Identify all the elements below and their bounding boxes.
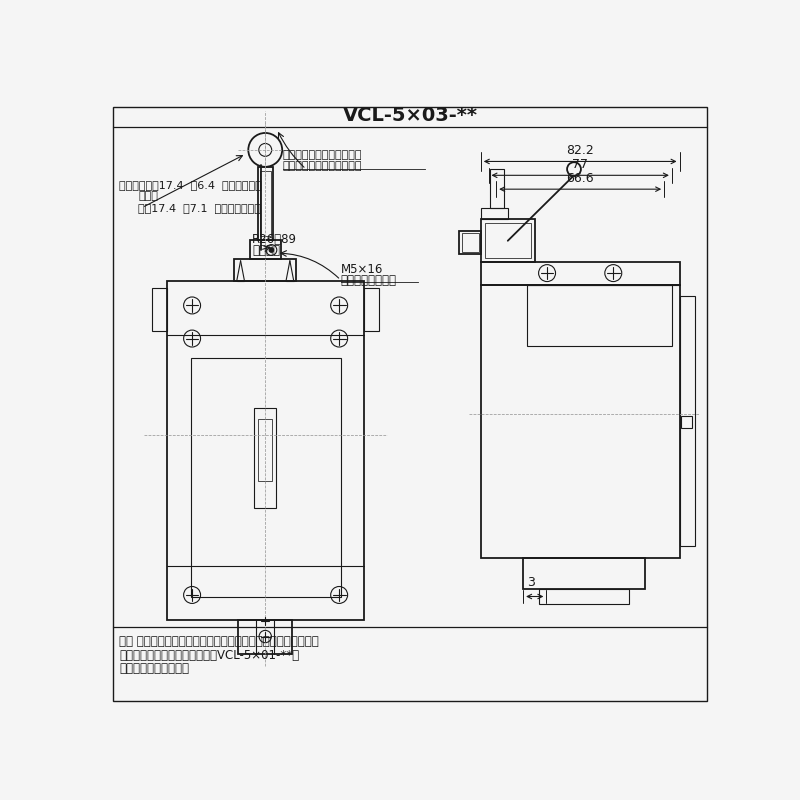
Bar	[260, 170, 270, 236]
Text: 注． 上図のローラは焼結ステンレスローラの形状を示します．: 注． 上図のローラは焼結ステンレスローラの形状を示します．	[119, 634, 318, 648]
Bar	[254, 408, 276, 508]
Bar	[490, 169, 504, 208]
Bar	[481, 262, 679, 285]
Bar	[459, 230, 481, 254]
Bar	[679, 296, 695, 546]
Bar	[462, 233, 478, 251]
Bar	[238, 619, 292, 654]
Text: 調整範囲: 調整範囲	[252, 243, 280, 257]
Text: 直彄17.4  帪7.1  焼結ステンレス: 直彄17.4 帪7.1 焼結ステンレス	[138, 202, 261, 213]
Text: 3: 3	[527, 576, 535, 589]
Bar	[538, 589, 630, 604]
Bar	[250, 240, 281, 259]
Bar	[485, 223, 531, 258]
Text: ナイロンローラの形状は左隣のVCL-5×01-**を: ナイロンローラの形状は左隣のVCL-5×01-**を	[119, 649, 299, 662]
Text: または: または	[138, 191, 158, 201]
Bar	[234, 259, 296, 281]
Bar	[258, 419, 272, 481]
Text: R26～89: R26～89	[252, 233, 297, 246]
Bar	[258, 167, 273, 240]
Text: M5×16: M5×16	[341, 262, 383, 276]
Text: 参考にしてください．: 参考にしてください．	[119, 662, 189, 675]
Bar	[167, 281, 364, 619]
Bar	[681, 415, 692, 428]
Bar	[481, 285, 679, 558]
Text: VCL-5×03-**: VCL-5×03-**	[342, 106, 478, 125]
Text: ローラ：直彄17.4  帪6.4  黒色ナイロン: ローラ：直彄17.4 帪6.4 黒色ナイロン	[119, 179, 262, 190]
Text: 取り付けることができます: 取り付けることができます	[283, 161, 362, 171]
Bar	[481, 219, 534, 262]
Text: ローラレバーは反対側にも: ローラレバーは反対側にも	[283, 150, 362, 160]
Bar	[190, 358, 341, 597]
Text: 66.6: 66.6	[566, 171, 594, 185]
Bar	[364, 289, 379, 331]
Bar	[481, 208, 508, 219]
Circle shape	[269, 248, 274, 252]
Bar	[523, 558, 645, 589]
Bar	[527, 285, 672, 346]
Text: 六角穴付きボルト: 六角穴付きボルト	[341, 274, 397, 286]
Bar	[152, 289, 167, 331]
Text: 77: 77	[572, 158, 588, 170]
Text: 82.2: 82.2	[566, 144, 594, 157]
